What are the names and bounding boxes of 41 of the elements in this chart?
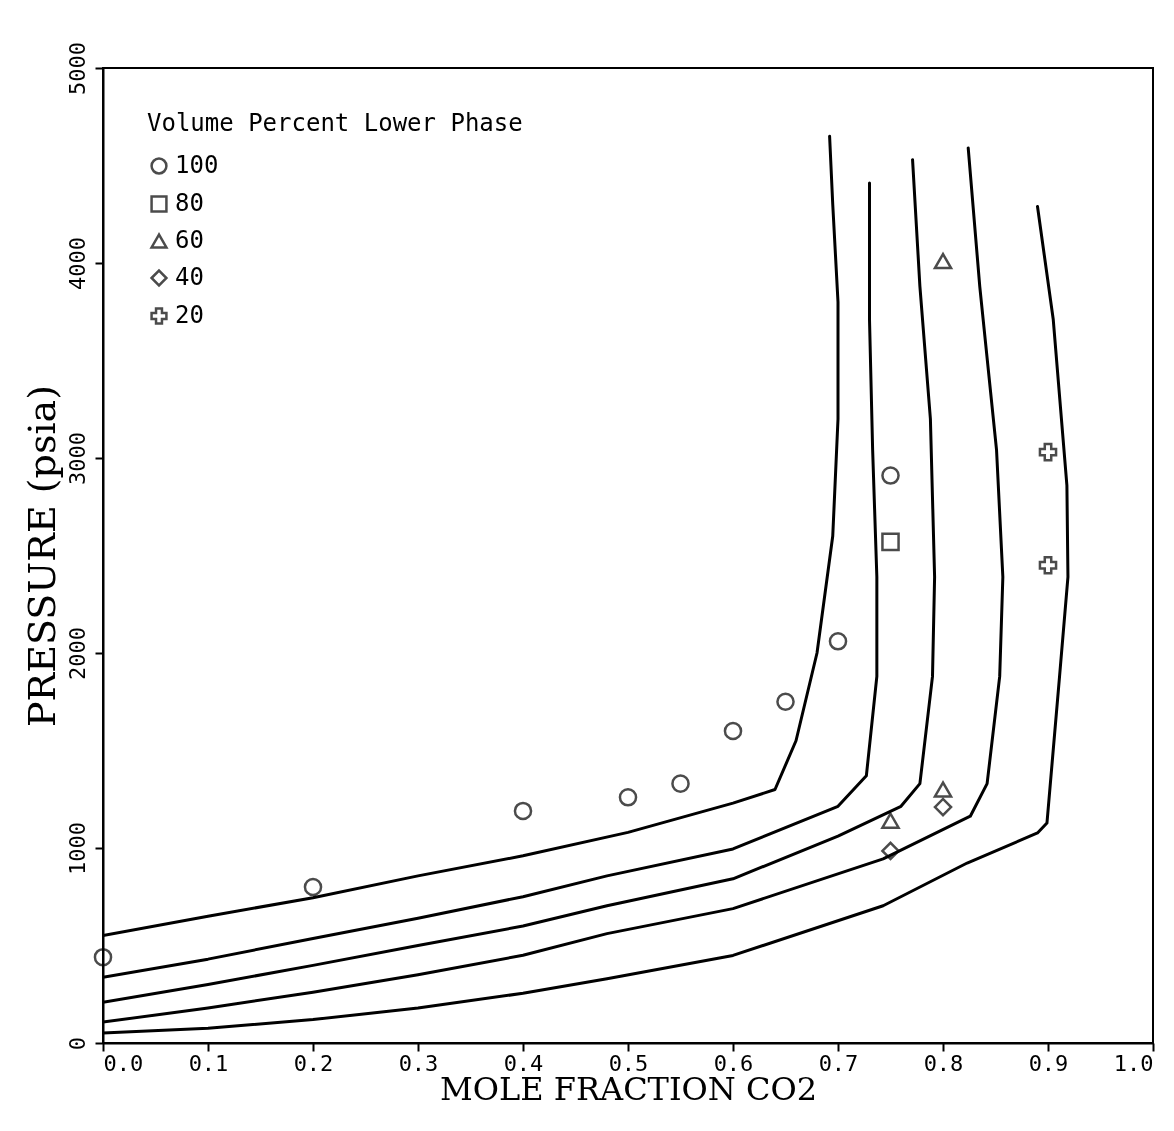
- point: [671, 774, 690, 793]
- point: [776, 692, 795, 712]
- legend-title: Volume Percent Lower Phase: [147, 109, 523, 137]
- point: [303, 877, 323, 897]
- legend-label: 60: [175, 226, 204, 254]
- legend-label: 20: [175, 301, 204, 329]
- x-tick-label: 0.5: [608, 1050, 649, 1076]
- point: [933, 252, 953, 270]
- x-tick-label: 0.9: [1028, 1050, 1069, 1076]
- x-tick-label: 0.3: [398, 1050, 439, 1076]
- point: [618, 788, 638, 807]
- legend-label: 80: [175, 189, 204, 217]
- x-tick-label: 0.7: [818, 1050, 859, 1076]
- legend-label: 40: [175, 263, 204, 291]
- point: [881, 532, 900, 552]
- point: [1038, 442, 1058, 462]
- x-tick-label: 0.1: [188, 1050, 229, 1076]
- point: [93, 947, 113, 967]
- y-tick-label: 1000: [64, 822, 90, 875]
- point: [723, 721, 743, 741]
- x-tick-label: 1.0: [1113, 1050, 1154, 1076]
- point: [513, 801, 533, 821]
- point: [828, 632, 848, 651]
- point: [933, 797, 953, 817]
- x-tick-label: 0.2: [293, 1050, 334, 1076]
- x-tick-label: 0.6: [713, 1050, 754, 1076]
- y-tick-label: 3000: [64, 432, 90, 485]
- x-tick-label: 0.0: [103, 1050, 144, 1076]
- point: [933, 781, 953, 798]
- x-tick-label: 0.4: [503, 1050, 544, 1076]
- y-tick-label: 0: [64, 1036, 90, 1051]
- point: [1038, 555, 1058, 575]
- point: [881, 812, 900, 829]
- y-tick-label: 4000: [64, 237, 90, 290]
- point: [881, 466, 900, 485]
- y-tick-label: 5000: [64, 42, 90, 95]
- y-tick-label: 2000: [64, 627, 90, 680]
- point: [881, 841, 900, 861]
- legend-label: 100: [175, 151, 219, 179]
- y-axis-title: PRESSURE (psia): [19, 384, 64, 728]
- x-tick-label: 0.8: [923, 1050, 964, 1076]
